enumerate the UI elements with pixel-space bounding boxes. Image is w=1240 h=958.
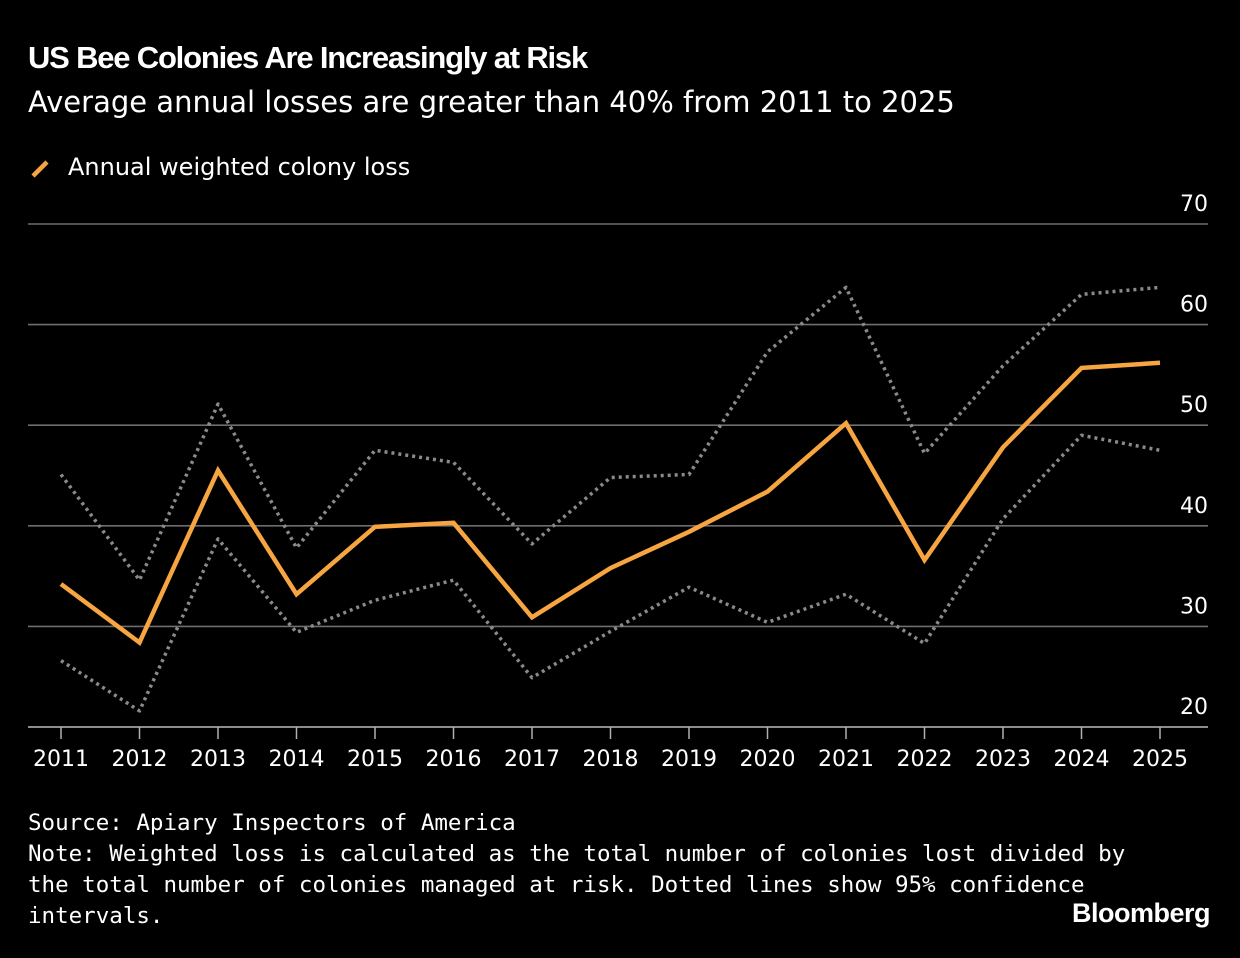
- lower-ci-line: [60, 433, 1161, 713]
- y-tick-label: 50: [1180, 393, 1208, 418]
- confidence-interval-lines: [59, 285, 1161, 713]
- axis-labels: 20 30 40 50 60 70 2011 2012 2013 2014 2015 2016 2017…: [33, 192, 1208, 772]
- source-note: Source: Apiary Inspectors of America: [28, 810, 516, 836]
- x-tick-label: 2011: [33, 747, 89, 772]
- y-tick-label: 70: [1180, 192, 1208, 217]
- line-chart: 20 30 40 50 60 70 2011 2012 2013 2014 2015 2016 2017…: [28, 192, 1208, 772]
- y-tick-label: 20: [1180, 695, 1208, 720]
- x-tick-label: 2019: [661, 747, 717, 772]
- x-tick-label: 2020: [740, 747, 796, 772]
- footer: Source: Apiary Inspectors of America Not…: [28, 808, 1125, 932]
- x-tick-label: 2022: [897, 747, 953, 772]
- x-tick-label: 2015: [347, 747, 403, 772]
- chart-subtitle: Average annual losses are greater than 4…: [28, 85, 955, 119]
- y-tick-label: 60: [1180, 293, 1208, 318]
- gridlines: [28, 223, 1208, 728]
- x-tick-label: 2018: [583, 747, 639, 772]
- bloomberg-logo: Bloomberg: [1071, 898, 1211, 928]
- legend-label: Annual weighted colony loss: [68, 153, 411, 181]
- x-axis-ticks: [60, 727, 1161, 739]
- upper-ci-line: [59, 285, 1161, 582]
- x-tick-label: 2025: [1132, 747, 1188, 772]
- x-tick-label: 2014: [269, 747, 325, 772]
- x-tick-label: 2021: [818, 747, 874, 772]
- note-line-3: intervals.: [28, 903, 164, 929]
- x-tick-label: 2023: [975, 747, 1031, 772]
- note-line-2: the total number of colonies managed at …: [28, 872, 1085, 898]
- x-tick-label: 2024: [1054, 747, 1110, 772]
- x-tick-label: 2017: [504, 747, 560, 772]
- annual-loss-line: [59, 360, 1161, 646]
- x-tick-label: 2016: [426, 747, 482, 772]
- legend-swatch-icon: [31, 160, 49, 178]
- x-tick-label: 2012: [112, 747, 168, 772]
- main-series-line: [59, 360, 1161, 646]
- y-tick-label: 30: [1180, 594, 1208, 619]
- y-tick-label: 40: [1180, 494, 1208, 519]
- legend: Annual weighted colony loss: [28, 150, 410, 184]
- chart-title: US Bee Colonies Are Increasingly at Risk: [28, 40, 588, 75]
- note-line-1: Note: Weighted loss is calculated as the…: [28, 841, 1126, 867]
- x-tick-label: 2013: [190, 747, 246, 772]
